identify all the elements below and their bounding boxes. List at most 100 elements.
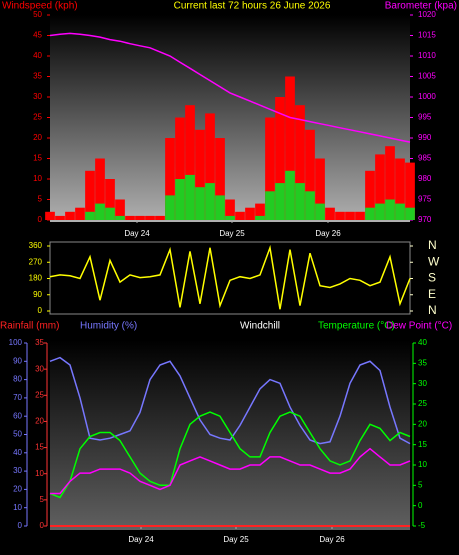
y2-tick-label: 985 (418, 154, 432, 163)
y2-tick-label: 1020 (418, 10, 436, 19)
bar (215, 138, 225, 220)
y-axis-title: Windspeed (kph) (2, 1, 78, 12)
y-tick-label: 15 (35, 443, 44, 452)
bar (45, 211, 55, 220)
bar (225, 199, 235, 220)
y2-tick-label: 40 (418, 338, 427, 347)
bar (165, 138, 175, 220)
y-tick-label: 10 (33, 174, 42, 183)
y2-tick-label: S (428, 271, 436, 285)
y2-tick-label: 10 (418, 460, 427, 469)
bar (395, 158, 405, 220)
y3-tick-label: 60 (13, 411, 22, 420)
y-tick-label: 5 (38, 195, 43, 204)
bar (175, 117, 185, 220)
bar (145, 215, 155, 220)
y-tick-label: 20 (35, 417, 44, 426)
bar (255, 215, 265, 220)
y2-tick-label: 30 (418, 379, 427, 388)
series-line (50, 447, 411, 495)
bar (305, 129, 315, 220)
y-tick-label: 0 (38, 215, 43, 224)
y2-tick-label: 1010 (418, 51, 436, 60)
y-tick-label: 0 (40, 521, 45, 530)
bar (245, 207, 255, 220)
bar (85, 170, 95, 220)
y2-tick-label: N (428, 238, 437, 252)
y-tick-label: 30 (33, 92, 42, 101)
y3-tick-label: 40 (13, 448, 22, 457)
y2-tick-label: 1015 (418, 31, 436, 40)
y2-tick-label: 5 (418, 480, 423, 489)
bar (205, 183, 215, 220)
y-tick-label: 25 (35, 390, 44, 399)
y2-tick-label: 970 (418, 215, 432, 224)
bar (295, 105, 305, 220)
legend-label: Humidity (%) (80, 321, 137, 332)
x-tick-label: Day 24 (124, 229, 150, 238)
legend-label: Dew Point (°C) (386, 321, 452, 332)
bar (185, 174, 195, 220)
bar (115, 215, 125, 220)
y2-tick-label: 25 (418, 399, 427, 408)
bar (395, 203, 405, 220)
y-tick-label: 40 (33, 51, 42, 60)
bar (355, 211, 365, 220)
y3-tick-label: 90 (13, 356, 22, 365)
y2-tick-label: 0 (418, 501, 423, 510)
y2-tick-label: 20 (418, 419, 427, 428)
y-tick-label: 180 (29, 274, 43, 283)
bar (185, 105, 195, 220)
y2-tick-label: -5 (418, 521, 426, 530)
y2-tick-label: 35 (418, 358, 427, 367)
bar (125, 215, 135, 220)
plot-bg (50, 340, 410, 530)
bar (265, 191, 275, 220)
y3-tick-label: 80 (13, 375, 22, 384)
bar (235, 211, 245, 220)
bar (155, 215, 165, 220)
bar (95, 158, 105, 220)
y-tick-label: 35 (33, 72, 42, 81)
y2-axis-title: Barometer (kpa) (385, 1, 457, 12)
bar (405, 162, 415, 220)
bar (375, 154, 385, 220)
bar (55, 215, 65, 220)
bar (205, 113, 215, 220)
bar (315, 158, 325, 220)
y-tick-label: 20 (33, 133, 42, 142)
y2-tick-label: 990 (418, 133, 432, 142)
bar (405, 207, 415, 220)
y2-tick-label: 975 (418, 195, 432, 204)
bar (305, 191, 315, 220)
y-tick-label: 35 (35, 338, 44, 347)
y2-tick-label: W (428, 254, 440, 268)
bar (255, 203, 265, 220)
bar (325, 207, 335, 220)
x-tick-label: Day 25 (219, 229, 245, 238)
bar (285, 76, 295, 220)
x-tick-label: Day 26 (315, 229, 341, 238)
bar (275, 97, 285, 220)
bar (275, 183, 285, 220)
y2-tick-label: N (428, 303, 437, 317)
y-tick-label: 25 (33, 113, 42, 122)
y2-tick-label: 15 (418, 440, 427, 449)
series-line (49, 32, 411, 143)
y-tick-label: 270 (29, 257, 43, 266)
bar (65, 211, 75, 220)
y-tick-label: 10 (35, 469, 44, 478)
y2-tick-label: 1005 (418, 72, 436, 81)
bar (165, 195, 175, 220)
x-tick-label: Day 26 (319, 535, 345, 544)
y3-tick-label: 0 (18, 521, 23, 530)
y-tick-label: 50 (33, 10, 42, 19)
bar (375, 203, 385, 220)
y2-tick-label: 980 (418, 174, 432, 183)
y3-tick-label: 70 (13, 393, 22, 402)
bar (215, 195, 225, 220)
y3-tick-label: 20 (13, 485, 22, 494)
bar (195, 129, 205, 220)
y-tick-label: 15 (33, 154, 42, 163)
